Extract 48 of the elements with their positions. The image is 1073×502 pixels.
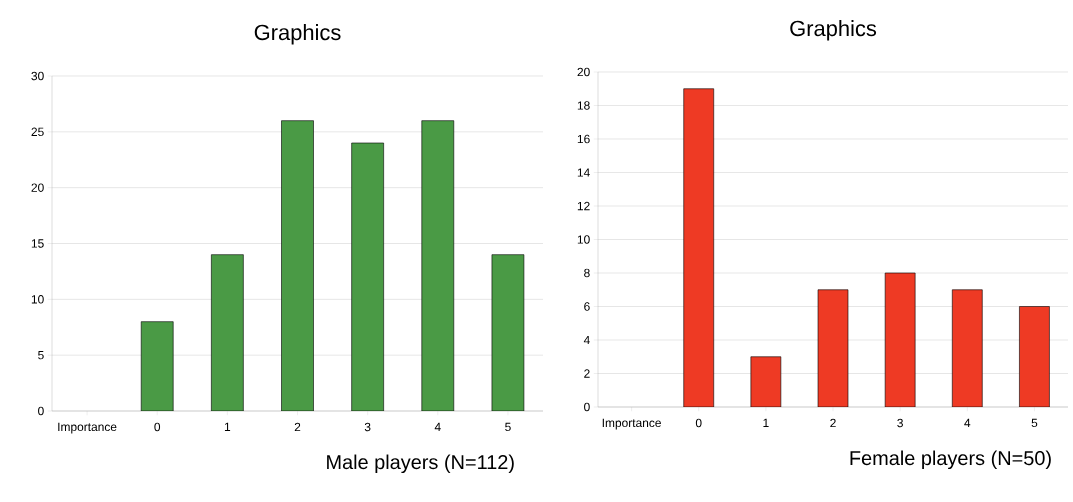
y-tick-label: 0 <box>38 406 44 416</box>
y-tick-label: 4 <box>583 335 590 345</box>
x-tick-label: 5 <box>1031 418 1038 428</box>
x-axis-title: Male players (N=112) <box>327 454 514 474</box>
x-tick-label: 3 <box>897 418 903 428</box>
chart-title: Graphics <box>254 24 341 45</box>
y-tick-label: 6 <box>584 302 590 311</box>
bar <box>951 289 983 407</box>
y-tick-label: 10 <box>31 295 44 304</box>
x-tick-label: 0 <box>695 418 702 428</box>
y-tick-label: 15 <box>31 239 44 248</box>
bar <box>817 289 849 407</box>
y-tick-label: 14 <box>577 168 590 177</box>
y-tick-label: 20 <box>31 183 44 192</box>
x-tick-label: Importance <box>58 422 117 434</box>
x-axis-title: Female players (N=50) <box>850 450 1051 470</box>
bar <box>281 120 314 411</box>
bar <box>211 254 244 411</box>
x-tick-label: 1 <box>763 418 769 427</box>
bar <box>351 142 384 411</box>
y-tick-label: 0 <box>584 402 590 412</box>
x-tick-label: 1 <box>224 422 231 431</box>
y-tick-label: 12 <box>577 201 590 211</box>
x-tick-label: 0 <box>154 422 161 432</box>
bar <box>884 272 916 407</box>
x-tick-label: Importance <box>602 418 661 430</box>
y-tick-label: 18 <box>577 101 590 110</box>
x-tick-label: 5 <box>505 422 511 432</box>
x-tick-label: 3 <box>364 422 371 432</box>
bar <box>140 321 174 411</box>
bar <box>491 254 525 411</box>
x-tick-label: 4 <box>964 418 971 427</box>
y-tick-label: 16 <box>577 134 590 144</box>
y-tick-label: 5 <box>38 351 44 360</box>
x-tick-label: 4 <box>434 422 441 431</box>
y-tick-label: 8 <box>584 268 590 278</box>
chart-title: Graphics <box>790 20 877 41</box>
y-tick-label: 25 <box>31 127 44 137</box>
x-tick-label: 2 <box>830 418 836 428</box>
bar <box>1019 306 1050 407</box>
bar <box>421 120 455 411</box>
bar <box>683 88 715 407</box>
y-tick-label: 10 <box>577 235 590 244</box>
bar <box>750 356 782 407</box>
y-tick-label: 20 <box>577 67 590 77</box>
y-tick-label: 2 <box>584 369 590 378</box>
x-tick-label: 2 <box>294 422 301 432</box>
y-tick-label: 30 <box>31 71 44 81</box>
